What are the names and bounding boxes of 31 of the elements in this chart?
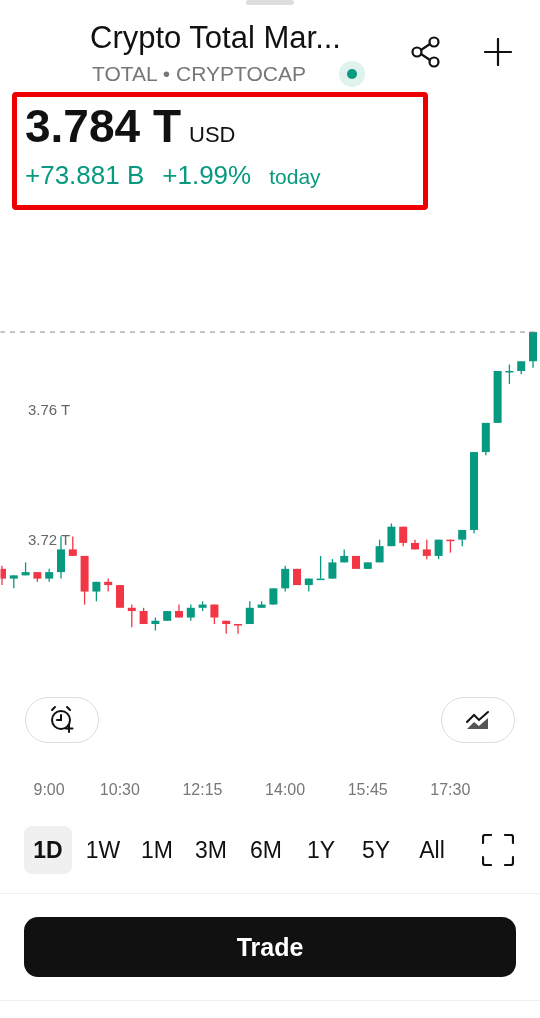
y-tick-label: 3.72 T bbox=[28, 530, 71, 548]
text: All bbox=[418, 837, 446, 864]
candlestick bbox=[68, 535, 77, 557]
candlestick bbox=[281, 564, 290, 593]
text: +73.881 B bbox=[25, 160, 145, 190]
text: 1W bbox=[84, 837, 122, 864]
y-tick-label: 3.76 T bbox=[28, 400, 71, 418]
x-tick-label: 15:45 bbox=[347, 781, 388, 799]
text: 6M bbox=[249, 837, 283, 864]
chart-subtitle: TOTAL • CRYPTOCAP bbox=[92, 62, 306, 86]
text: 1Y bbox=[305, 837, 337, 864]
x-tick-label: 9:00 bbox=[33, 781, 65, 799]
text: 1D bbox=[32, 837, 64, 864]
text: 3.784 T bbox=[25, 100, 181, 152]
x-tick-label: 14:00 bbox=[265, 781, 306, 799]
x-tick-label: 12:15 bbox=[182, 781, 223, 799]
candlestick bbox=[234, 623, 242, 635]
text: today bbox=[269, 165, 321, 188]
text: Trade bbox=[24, 917, 516, 977]
candlestick bbox=[127, 603, 136, 628]
candlestick bbox=[422, 539, 431, 560]
x-tick-label: 10:30 bbox=[99, 781, 141, 799]
text: 1M bbox=[140, 837, 174, 864]
text: 5Y bbox=[360, 837, 392, 864]
text: 3M bbox=[194, 837, 228, 864]
text: +1.99% bbox=[162, 160, 252, 190]
text: USD bbox=[189, 122, 236, 147]
x-tick-label: 17:30 bbox=[430, 781, 471, 799]
candlestick bbox=[116, 584, 124, 609]
candlestick bbox=[328, 558, 337, 580]
chart-title: Crypto Total Mar... bbox=[90, 20, 341, 56]
